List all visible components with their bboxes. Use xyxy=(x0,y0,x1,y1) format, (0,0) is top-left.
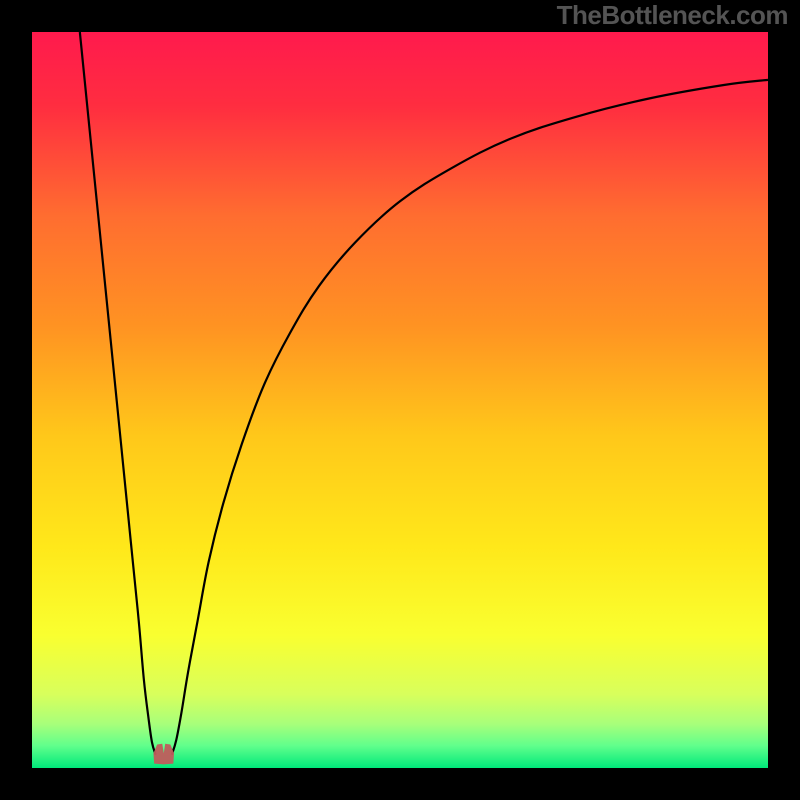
chart-container: TheBottleneck.com xyxy=(0,0,800,800)
plot-area xyxy=(32,32,768,768)
bottleneck-chart-svg xyxy=(32,32,768,768)
watermark-text: TheBottleneck.com xyxy=(557,0,788,31)
